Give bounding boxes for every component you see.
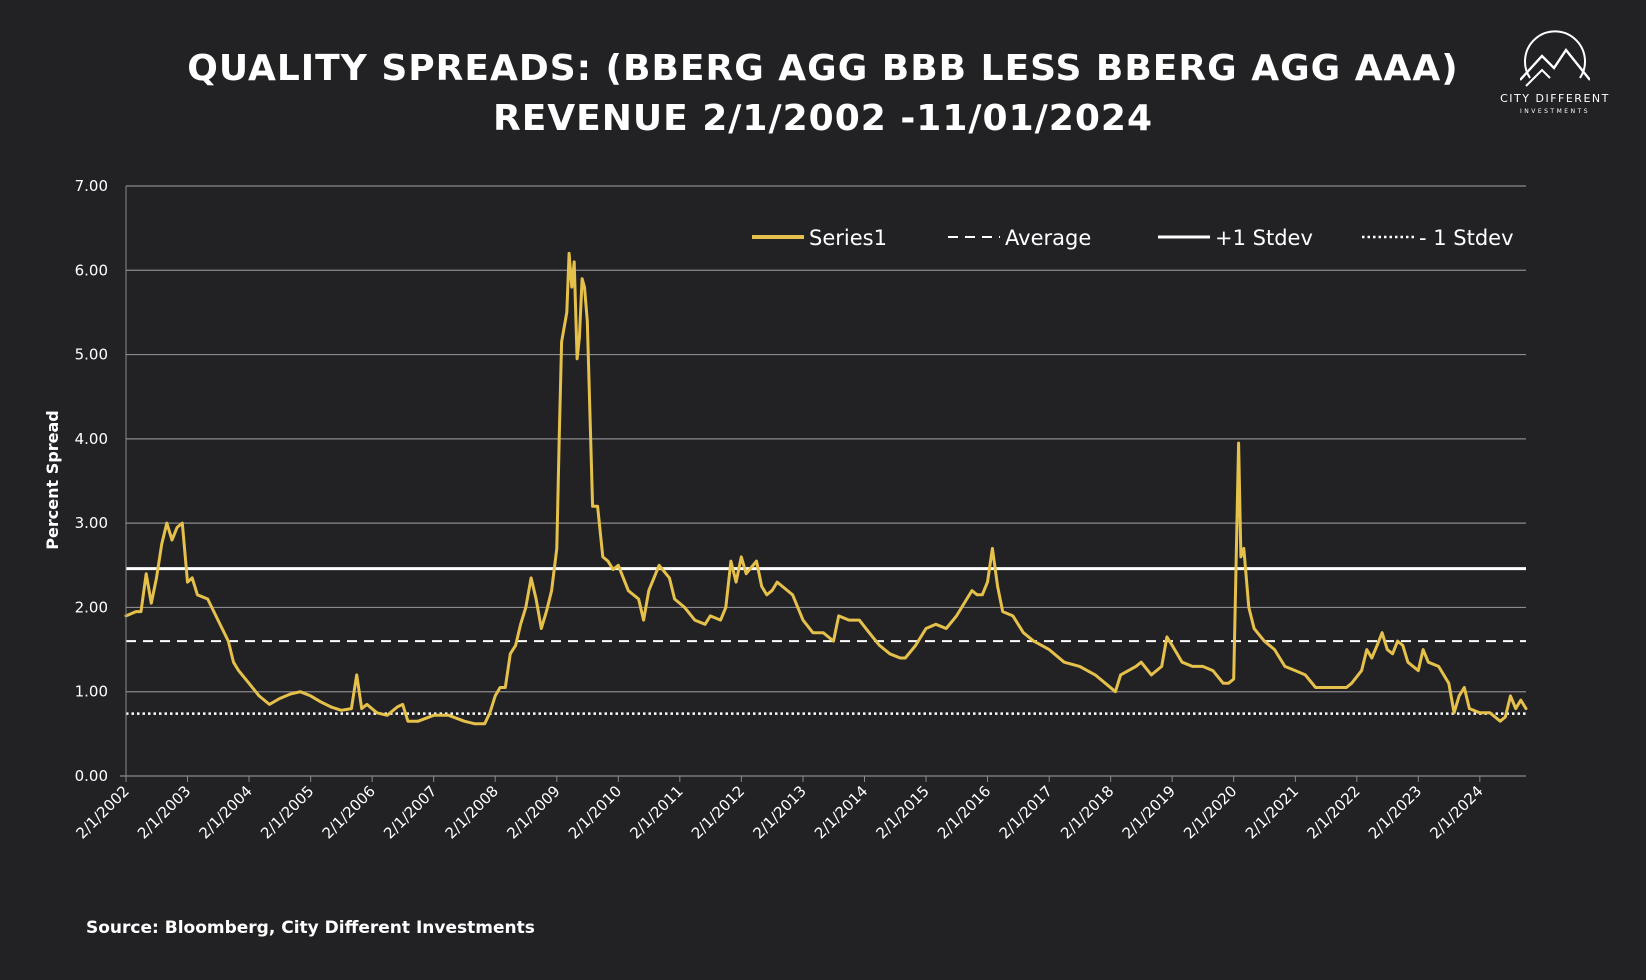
x-tick-label: 2/1/2002 xyxy=(72,782,132,842)
y-tick-label: 6.00 xyxy=(75,261,108,279)
x-tick-label: 2/1/2004 xyxy=(195,782,255,842)
y-axis-label: Percent Spread xyxy=(43,410,62,549)
x-tick-label: 2/1/2009 xyxy=(503,782,563,842)
x-tick-label: 2/1/2011 xyxy=(626,782,686,842)
y-tick-label: 7.00 xyxy=(75,177,108,195)
y-tick-label: 1.00 xyxy=(75,683,108,701)
chart-title: QUALITY SPREADS: (BBERG AGG BBB LESS BBE… xyxy=(0,44,1646,144)
axis-lines xyxy=(120,186,1526,777)
x-tick-label: 2/1/2016 xyxy=(934,782,994,842)
y-tick-label: 4.00 xyxy=(75,430,108,448)
legend-item: Average xyxy=(948,226,1091,250)
legend-item: Series1 xyxy=(752,226,887,250)
x-tick-label: 2/1/2019 xyxy=(1119,782,1179,842)
x-tick-label: 2/1/2021 xyxy=(1242,782,1302,842)
chart-legend: Series1 Average +1 Stdev - 1 Stdev xyxy=(752,226,1514,250)
x-tick-label: 2/1/2013 xyxy=(749,782,809,842)
x-tick-label: 2/1/2017 xyxy=(996,782,1056,842)
x-tick-labels: 2/1/2002 2/1/2003 2/1/2004 2/1/2005 2/1/2006… xyxy=(72,776,1487,842)
y-tick-label: 0.00 xyxy=(75,767,108,785)
x-tick-label: 2/1/2022 xyxy=(1303,782,1363,842)
series-line xyxy=(124,251,1528,726)
x-tick-label: 2/1/2006 xyxy=(319,782,379,842)
x-tick-label: 2/1/2018 xyxy=(1057,782,1117,842)
y-tick-label: 2.00 xyxy=(75,598,108,616)
x-tick-label: 2/1/2014 xyxy=(811,782,871,842)
x-tick-label: 2/1/2020 xyxy=(1180,782,1240,842)
legend-item: +1 Stdev xyxy=(1158,226,1313,250)
x-tick-label: 2/1/2008 xyxy=(442,782,502,842)
x-tick-label: 2/1/2010 xyxy=(565,782,625,842)
y-tick-labels: 0.00 1.00 2.00 3.00 4.00 5.00 6.00 7.00 xyxy=(75,177,108,785)
x-tick-label: 2/1/2005 xyxy=(257,782,317,842)
series-layer xyxy=(124,251,1528,726)
chart-title-line-1: QUALITY SPREADS: (BBERG AGG BBB LESS BBE… xyxy=(187,48,1459,89)
logo-subtitle: INVESTMENTS xyxy=(1519,108,1591,115)
x-tick-label: 2/1/2003 xyxy=(134,782,194,842)
x-tick-label: 2/1/2015 xyxy=(872,782,932,842)
y-tick-label: 5.00 xyxy=(75,346,108,364)
mountain-logo-icon xyxy=(1520,30,1590,87)
legend-label: - 1 Stdev xyxy=(1419,226,1514,250)
chart-title-line-2: REVENUE 2/1/2002 -11/01/2024 xyxy=(492,98,1153,139)
grid-lines xyxy=(126,185,1526,693)
x-tick-label: 2/1/2012 xyxy=(688,782,748,842)
x-tick-label: 2/1/2023 xyxy=(1365,782,1425,842)
y-tick-label: 3.00 xyxy=(75,514,108,532)
legend-item: - 1 Stdev xyxy=(1362,226,1514,250)
x-tick-label: 2/1/2007 xyxy=(380,782,440,842)
source-note: Source: Bloomberg, City Different Invest… xyxy=(86,918,535,938)
logo-name: CITY DIFFERENT xyxy=(1500,92,1610,105)
legend-label: Series1 xyxy=(809,226,887,250)
reference-lines xyxy=(126,567,1526,715)
legend-label: Average xyxy=(1005,226,1091,250)
line-chart: 0.00 1.00 2.00 3.00 4.00 5.00 6.00 7.00 2/1/200… xyxy=(43,177,1528,842)
company-logo: CITY DIFFERENT INVESTMENTS xyxy=(1480,26,1630,126)
legend-label: +1 Stdev xyxy=(1215,226,1313,250)
x-tick-label: 2/1/2024 xyxy=(1426,782,1486,842)
